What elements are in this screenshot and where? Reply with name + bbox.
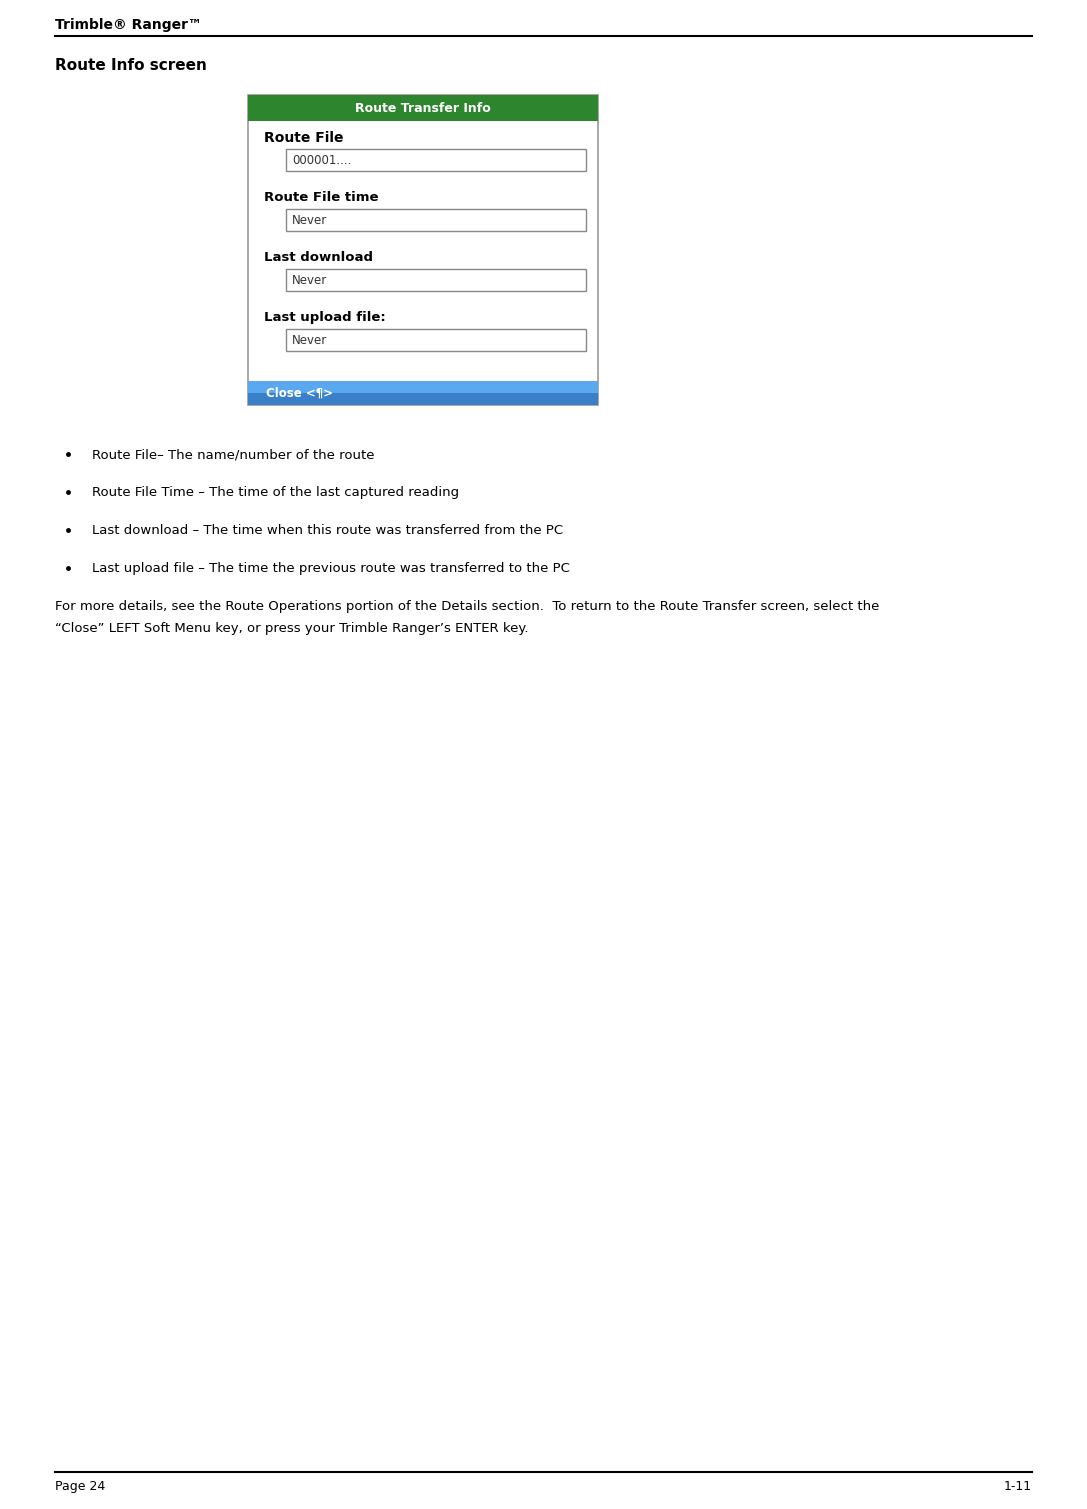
Text: Last upload file – The time the previous route was transferred to the PC: Last upload file – The time the previous… — [92, 561, 570, 575]
Text: Close <¶>: Close <¶> — [266, 386, 333, 400]
Bar — [248, 380, 598, 392]
Text: For more details, see the Route Operations portion of the Details section.  To r: For more details, see the Route Operatio… — [55, 601, 879, 613]
Text: Route Info screen: Route Info screen — [55, 57, 207, 72]
Text: Last download: Last download — [264, 250, 373, 264]
Text: Route File Time – The time of the last captured reading: Route File Time – The time of the last c… — [92, 486, 459, 499]
Text: 000001....: 000001.... — [292, 154, 351, 166]
Text: 1-11: 1-11 — [1004, 1480, 1032, 1492]
Bar — [248, 95, 598, 121]
Text: Last upload file:: Last upload file: — [264, 311, 386, 324]
Text: “Close” LEFT Soft Menu key, or press your Trimble Ranger’s ENTER key.: “Close” LEFT Soft Menu key, or press you… — [55, 622, 528, 635]
Text: Never: Never — [292, 213, 327, 226]
Text: Trimble® Ranger™: Trimble® Ranger™ — [55, 18, 202, 32]
Text: Route File: Route File — [264, 131, 343, 145]
Text: Route File time: Route File time — [264, 192, 378, 204]
Text: Page 24: Page 24 — [55, 1480, 105, 1492]
Text: Route Transfer Info: Route Transfer Info — [355, 101, 491, 115]
Text: Never: Never — [292, 333, 327, 347]
Bar — [286, 210, 586, 231]
Bar — [286, 329, 586, 352]
Bar — [248, 380, 598, 404]
Bar — [248, 95, 598, 404]
Bar — [286, 149, 586, 171]
Text: Never: Never — [292, 273, 327, 287]
Text: Route File– The name/number of the route: Route File– The name/number of the route — [92, 448, 375, 462]
Text: Last download – The time when this route was transferred from the PC: Last download – The time when this route… — [92, 524, 563, 537]
Bar — [286, 269, 586, 291]
